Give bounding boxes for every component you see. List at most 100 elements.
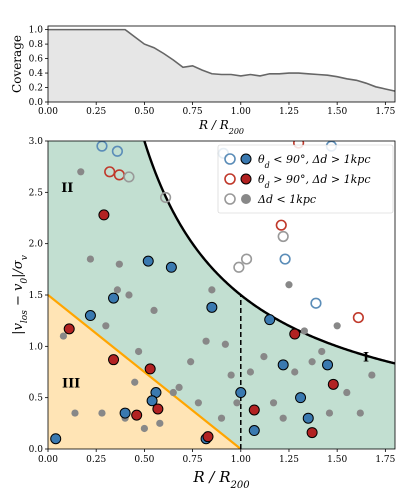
scatter-x-tick-label: 0.50 — [134, 455, 154, 465]
scatter-point-blue — [235, 387, 247, 399]
scatter-point-gray — [221, 340, 229, 348]
scatter-x-tick-label: 1.00 — [231, 455, 251, 465]
scatter-point-gray — [102, 322, 110, 330]
scatter-point-gray — [125, 291, 133, 299]
coverage-y-ticks: 0.0 0.2 0.4 0.6 0.8 1.0 — [29, 26, 48, 108]
region-label-II: II — [61, 181, 73, 196]
scatter-point-gray — [233, 399, 241, 407]
legend-label-theta-lt-90: θd < 90°, Δd > 1kpc — [258, 153, 371, 170]
scatter-y-tick-label: 0.5 — [29, 394, 44, 404]
scatter-point-blue — [84, 310, 96, 322]
legend-open-marker-red — [224, 173, 236, 185]
scatter-point-blue — [248, 425, 260, 437]
scatter-point-red — [98, 209, 110, 221]
scatter-point-gray — [269, 399, 278, 407]
coverage-x-label-main: R / R — [198, 118, 229, 132]
scatter-point-blue — [206, 301, 218, 313]
scatter-y-tick-label: 3.0 — [29, 137, 44, 147]
scatter-point-red — [202, 431, 214, 443]
scatter-point-blue — [119, 407, 131, 419]
scatter-point-gray — [175, 383, 183, 391]
scatter-point-red — [152, 403, 164, 415]
scatter-point-open-gray — [277, 230, 289, 243]
legend-row-theta-lt-90: θd < 90°, Δd > 1kpc — [224, 153, 371, 170]
scatter-point-gray — [113, 286, 121, 294]
gray-points-group — [59, 168, 376, 433]
scatter-point-open-red — [275, 219, 287, 231]
scatter-point-blue — [165, 261, 177, 273]
scatter-point-gray — [291, 368, 299, 376]
scatter-x-axis-label: R / R200 — [192, 468, 250, 491]
scatter-x-tick-label: 0.25 — [86, 455, 106, 465]
scatter-point-open-red — [104, 166, 116, 178]
legend-row-delta-lt-1kpc: Δd < 1kpc — [224, 193, 316, 206]
scatter-y-tick-label: 2.0 — [29, 240, 44, 250]
scatter-point-open-blue — [111, 145, 123, 157]
scatter-point-red — [306, 427, 318, 439]
legend-filled-marker-blue — [240, 153, 252, 165]
coverage-x-tick-label: 1.00 — [231, 107, 251, 117]
legend-label-delta-lt-1kpc: Δd < 1kpc — [257, 193, 316, 206]
scatter-x-tick-label: 0.75 — [183, 455, 203, 465]
coverage-y-axis-label: Coverage — [10, 35, 24, 93]
region-III-boundary-line — [48, 294, 242, 449]
scatter-point-red — [131, 409, 143, 421]
coverage-x-tick-label: 1.75 — [375, 107, 395, 117]
legend-label-theta-gt-90: θd > 90°, Δd > 1kpc — [258, 173, 371, 190]
legend: θd < 90°, Δd > 1kpc θd > 90°, Δd > 1kpc … — [217, 144, 394, 214]
scatter-point-gray — [227, 371, 235, 379]
scatter-x-tick-label: 0.00 — [38, 455, 58, 465]
coverage-x-tick-label: 0.00 — [38, 107, 58, 117]
scatter-point-gray — [343, 388, 351, 397]
scatter-point-open-blue — [310, 297, 322, 309]
scatter-point-blue — [50, 433, 62, 445]
legend-box — [217, 144, 394, 214]
scatter-point-gray — [308, 358, 316, 366]
scatter-x-ticks: 0.00 0.25 0.50 0.75 1.00 1.25 1.50 1.75 — [38, 449, 396, 465]
scatter-point-gray — [169, 388, 177, 397]
scatter-point-red — [108, 354, 120, 366]
scatter-x-tick-label: 1.50 — [327, 455, 347, 465]
coverage-panel: 0.00 0.25 0.50 0.75 1.00 1.25 1.50 1.75 0.00.20… — [10, 25, 396, 136]
region-label-I: I — [363, 351, 369, 366]
coverage-x-label-sub: 200 — [228, 127, 244, 136]
scatter-point-blue — [322, 359, 334, 371]
legend-open-marker-gray — [224, 193, 236, 205]
coverage-y-tick-label: 0.8 — [29, 40, 44, 50]
region-label-III: III — [62, 376, 80, 391]
scatter-point-gray — [260, 353, 268, 361]
scatter-point-gray — [325, 409, 334, 417]
coverage-line — [48, 28, 396, 92]
scatter-point-open-gray — [233, 261, 245, 273]
scatter-point-open-blue — [279, 253, 291, 265]
filled-points-group — [50, 209, 339, 445]
scatter-point-gray — [246, 368, 255, 376]
legend-filled-marker-red — [240, 173, 252, 185]
scatter-point-red — [327, 378, 339, 390]
scatter-point-red — [248, 404, 260, 416]
scatter-point-red — [144, 363, 156, 375]
coverage-x-tick-label: 0.50 — [134, 107, 154, 117]
scatter-point-gray — [135, 347, 143, 356]
scatter-point-gray — [71, 409, 79, 417]
scatter-point-blue — [295, 392, 307, 404]
scatter-point-open-gray — [159, 191, 172, 204]
scatter-y-axis-label: |vlos − v0|/σv — [11, 255, 30, 335]
scatter-point-gray — [140, 424, 148, 433]
scatter-point-blue — [142, 255, 154, 267]
coverage-y-tick-label: 1.0 — [29, 26, 44, 36]
coverage-area-fill — [48, 29, 395, 102]
scatter-point-blue — [108, 292, 120, 304]
coverage-x-axis-label: R / R200 — [198, 118, 244, 136]
legend-open-marker-blue — [224, 153, 236, 165]
coverage-y-tick-label: 0.0 — [29, 98, 44, 108]
scatter-point-gray — [279, 414, 287, 422]
scatter-point-gray — [194, 399, 202, 407]
scatter-point-gray — [150, 306, 158, 314]
scatter-point-gray — [285, 281, 293, 289]
scatter-point-open-gray — [240, 253, 253, 265]
coverage-plot-frame — [47, 25, 396, 103]
coverage-x-tick-label: 1.50 — [327, 107, 347, 117]
coverage-x-ticks: 0.00 0.25 0.50 0.75 1.00 1.25 1.50 1.75 — [38, 102, 396, 117]
